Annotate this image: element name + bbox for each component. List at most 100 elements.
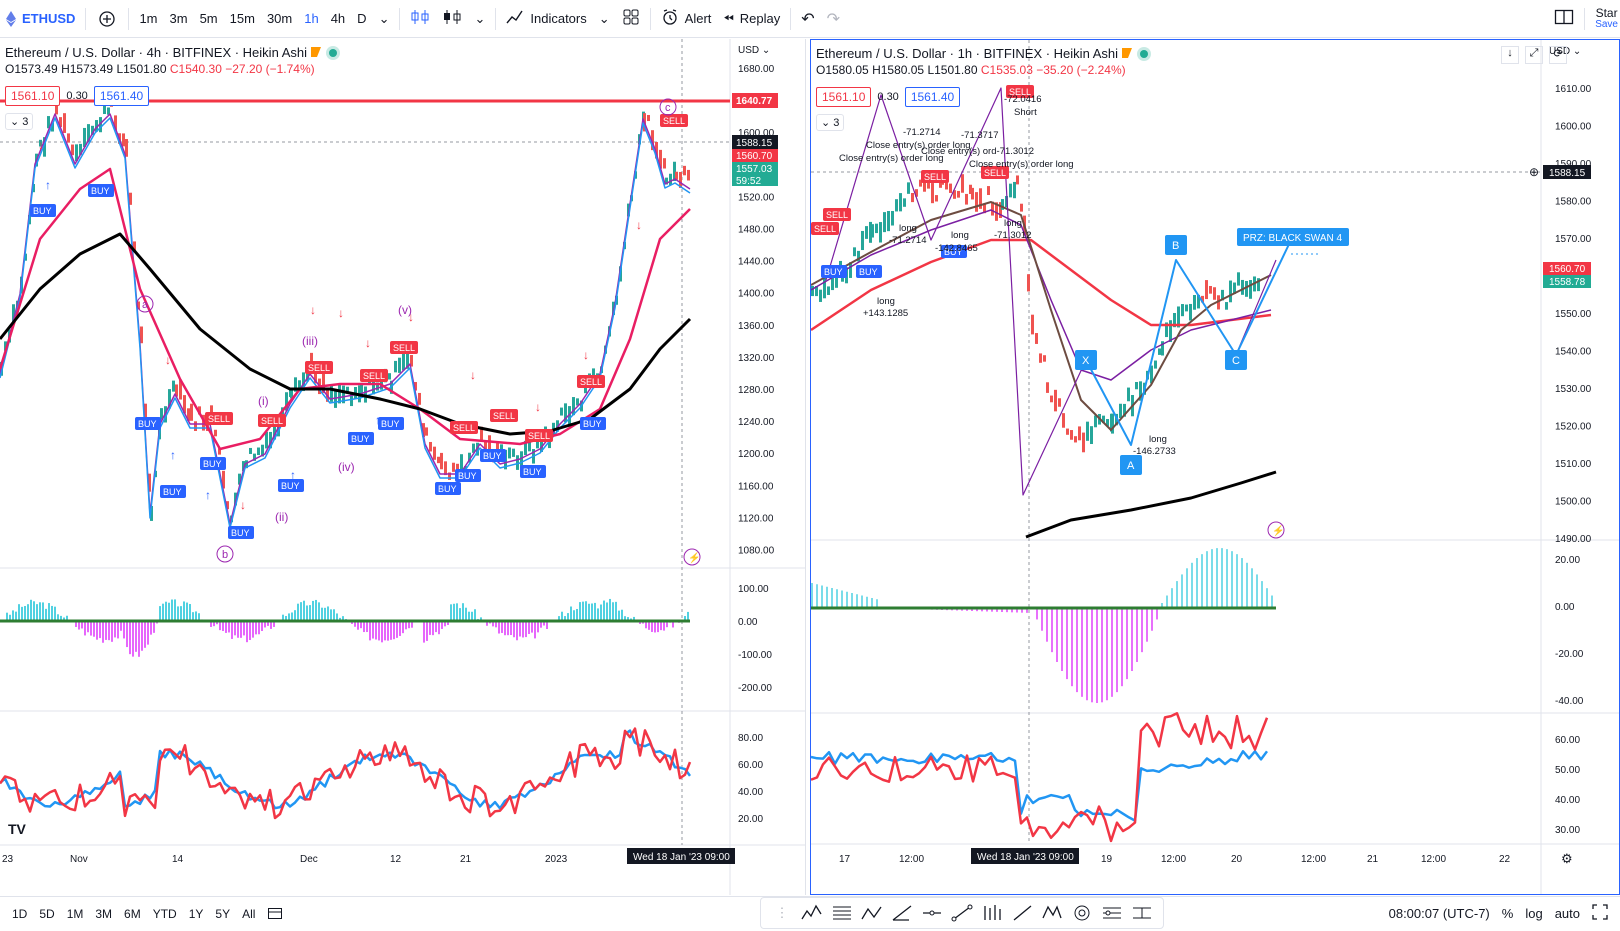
bars-pattern-icon[interactable]: [979, 900, 1005, 926]
replay-button[interactable]: ⏪︎ Replay: [717, 0, 786, 38]
buy-price-button[interactable]: 1561.40: [904, 87, 961, 107]
refresh-icon[interactable]: ⟳: [1549, 46, 1567, 64]
sell-price-button[interactable]: 1561.10: [5, 86, 61, 106]
range-all[interactable]: All: [242, 907, 256, 921]
macd-histogram-bar: [567, 613, 569, 621]
indicators-button[interactable]: Indicators: [500, 0, 592, 38]
macd-histogram-bar: [309, 605, 311, 621]
macd-histogram-bar: [465, 607, 467, 621]
interval-5m[interactable]: 5m: [199, 11, 218, 26]
price-tick: 1590.00: [1555, 159, 1592, 170]
macd-histogram-bar: [1091, 608, 1093, 703]
trend-line-icon[interactable]: [949, 900, 975, 926]
macd-histogram-bar: [9, 614, 11, 621]
range-1d[interactable]: 1D: [12, 907, 28, 921]
macd-tick: 0.00: [1555, 602, 1575, 613]
auto-toggle[interactable]: auto: [1554, 906, 1580, 921]
heikin-ashi-candle: [140, 326, 143, 344]
signal-sell-box: [921, 170, 949, 183]
interval-dropdown[interactable]: ⌄: [373, 0, 396, 38]
signal-buy-box: [520, 465, 546, 478]
left-chart-pane[interactable]: Ethereum / U.S. Dollar · 4h · BITFINEX ·…: [0, 39, 806, 895]
interval-4h[interactable]: 4h: [330, 11, 346, 26]
interval-d[interactable]: D: [357, 11, 367, 26]
heikin-ashi-candle: [899, 193, 902, 212]
range-1y[interactable]: 1Y: [188, 907, 204, 921]
macd-histogram-bar: [588, 603, 590, 621]
range-3m[interactable]: 3M: [95, 907, 113, 921]
alert-button[interactable]: Alert: [655, 0, 718, 38]
macd-histogram-bar: [27, 604, 29, 621]
heikin-ashi-candle: [508, 447, 511, 459]
macd-histogram-bar: [282, 614, 284, 621]
buy-price-button[interactable]: 1561.40: [93, 86, 150, 106]
range-1m[interactable]: 1M: [66, 907, 84, 921]
range-ytd[interactable]: YTD: [152, 907, 177, 921]
maximize-icon[interactable]: ⤢: [1525, 46, 1543, 64]
heikin-ashi-candle: [249, 447, 252, 454]
symbol-search[interactable]: ETHUSD: [0, 0, 81, 38]
macd-histogram-bar: [570, 606, 572, 621]
macd-histogram-bar: [1011, 608, 1013, 613]
right-chart-pane[interactable]: Ethereum / U.S. Dollar · 1h · BITFINEX ·…: [810, 39, 1620, 895]
right-chart-canvas[interactable]: USD ⌄ 1610.00 1600.00 1590.00 1580.00 1570.00…: [811, 40, 1619, 894]
collapse-indicators-button[interactable]: ⌄ 3: [816, 114, 845, 131]
heikin-ashi-candle: [987, 186, 990, 196]
range-5y[interactable]: 5Y: [215, 907, 231, 921]
compare-button[interactable]: [90, 0, 124, 38]
undo-button[interactable]: ↶: [795, 0, 820, 38]
time-cursor-label: Wed 18 Jan '23 09:00: [977, 852, 1074, 863]
fullscreen-icon[interactable]: [1592, 904, 1608, 923]
heikin-ashi-candle: [1158, 348, 1161, 355]
range-5d[interactable]: 5D: [39, 907, 55, 921]
redo-button[interactable]: ↷: [821, 0, 846, 38]
time-tick: 12: [390, 854, 402, 865]
time-tick: 21: [1367, 854, 1379, 865]
macd-histogram-bar: [468, 611, 470, 621]
log-toggle[interactable]: log: [1525, 906, 1543, 921]
heikin-ashi-candle: [679, 171, 682, 188]
ray-icon[interactable]: [1009, 900, 1035, 926]
signal-sell-box: [450, 421, 478, 434]
interval-1m[interactable]: 1m: [139, 11, 158, 26]
heikin-ashi-candle: [1197, 294, 1200, 309]
sell-price-button[interactable]: 1561.10: [816, 87, 872, 107]
indicators-dropdown[interactable]: ⌄: [593, 0, 616, 38]
interval-1h[interactable]: 1h: [304, 11, 319, 26]
xabcd-pattern-icon[interactable]: [1039, 900, 1065, 926]
bar-type-button[interactable]: [436, 0, 468, 38]
macd-histogram-bar: [135, 621, 137, 652]
sell-arrow-icon: ↓: [310, 303, 316, 317]
bar-style-button[interactable]: [404, 0, 436, 38]
save-button[interactable]: Star Save: [1589, 0, 1620, 38]
layout-button[interactable]: [1548, 0, 1580, 38]
percent-toggle[interactable]: %: [1501, 906, 1514, 921]
date-range-icon[interactable]: [1129, 900, 1155, 926]
abc-pattern-icon[interactable]: [859, 900, 885, 926]
interval-3m[interactable]: 3m: [169, 11, 188, 26]
long-position-icon[interactable]: [1099, 900, 1125, 926]
heikin-ashi-candle: [1150, 365, 1153, 384]
fib-retracement-icon[interactable]: [829, 900, 855, 926]
left-chart-canvas[interactable]: USD ⌄1680.001640.001600.001560.001520.00…: [0, 39, 806, 895]
trend-angle-icon[interactable]: [889, 900, 915, 926]
date-range-button[interactable]: [261, 906, 289, 923]
drag-handle-icon[interactable]: ⋮: [775, 905, 789, 920]
macd-histogram-bar: [474, 609, 476, 621]
bar-type-dropdown[interactable]: ⌄: [468, 0, 491, 38]
interval-15m[interactable]: 15m: [229, 11, 255, 26]
strategy-note: Close entry(s) order long: [839, 153, 944, 164]
macd-histogram-bar: [57, 614, 59, 621]
range-6m[interactable]: 6M: [124, 907, 141, 921]
collapse-indicators-button[interactable]: ⌄ 3: [5, 113, 34, 130]
interval-30m[interactable]: 30m: [266, 11, 293, 26]
templates-button[interactable]: [616, 0, 646, 38]
signal-buy-label: BUY: [824, 267, 843, 277]
move-down-icon[interactable]: ↓: [1501, 46, 1519, 64]
elliott-wave-icon[interactable]: [799, 900, 825, 926]
signal-sell-label: SELL: [924, 172, 946, 182]
horizontal-line-icon[interactable]: [919, 900, 945, 926]
heikin-ashi-candle: [437, 456, 440, 464]
heikin-ashi-candle: [1241, 279, 1244, 295]
fib-spiral-icon[interactable]: [1069, 900, 1095, 926]
